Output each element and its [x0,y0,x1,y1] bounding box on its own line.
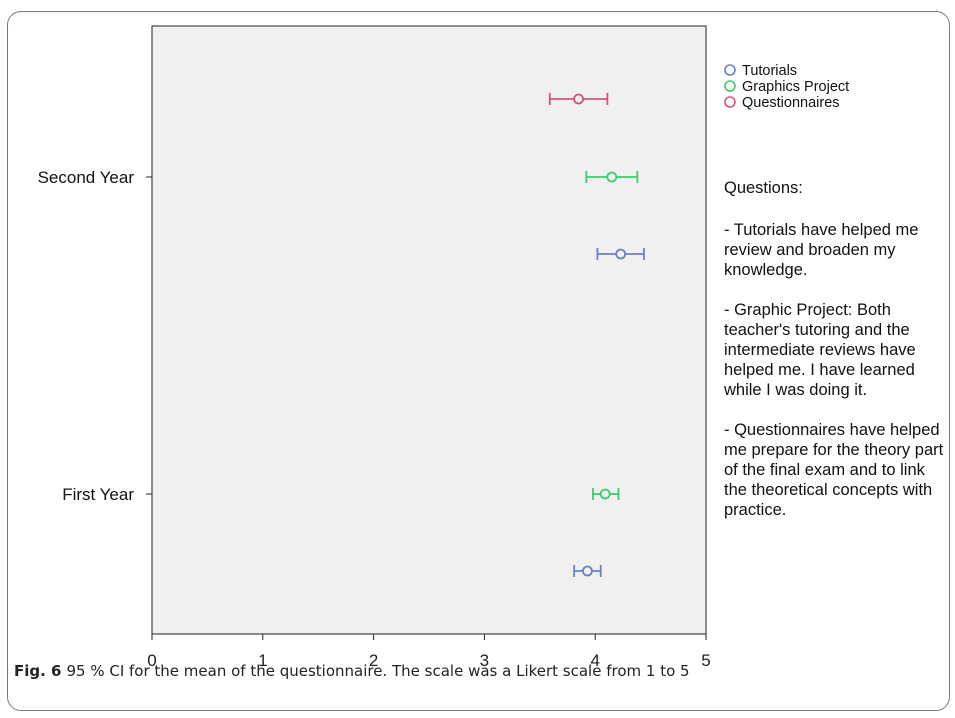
figure-label: Fig. 6 [14,662,62,680]
errorbar-graphics-project-first-year [592,488,620,500]
errorbar-questionnaires-second-year-mean-point [573,93,584,105]
legend-item-questionnaires: Questionnaires [724,95,840,111]
legend-label-graphics-project: Graphics Project [742,79,849,95]
legend-marker-graphics-project [724,80,736,92]
errorbar-tutorials-first-year-mean-point [582,565,593,577]
legend-item-graphics-project: Graphics Project [724,79,849,95]
figure-caption: Fig. 6 95 % CI for the mean of the questi… [14,662,690,680]
errorbar-tutorials-second-year [596,248,645,260]
x-tick-label-4: 4 [590,651,599,670]
legend-marker-tutorials [724,64,736,76]
figure-frame [7,11,950,711]
questions-title: Questions: [724,179,803,197]
x-tick-label-3: 3 [480,651,489,670]
errorbar-questionnaires-second-year [548,93,609,105]
x-tick-label-2: 2 [369,651,378,670]
x-tick-label-5: 5 [701,651,710,670]
x-axis: 0 1 2 3 4 5 [147,634,711,670]
questions-panel: Questions: - Tutorials have helped me re… [724,178,952,540]
x-tick-label-0: 0 [147,651,156,670]
legend-label-questionnaires: Questionnaires [742,95,840,111]
errorbar-tutorials-first-year [573,565,602,577]
error-bars [548,93,645,577]
errorbar-graphics-project-first-year-mean-point [599,488,611,500]
caption-text: 95 % CI for the mean of the questionnair… [66,662,690,680]
y-axis: Second Year First Year [38,168,152,504]
y-tick-label-second-year: Second Year [38,168,135,187]
plot-area [151,25,707,635]
question-questionnaires: - Questionnaires have helped me prepare … [724,421,944,519]
question-graphic-project: - Graphic Project: Both teacher's tutori… [724,301,916,399]
legend-marker-questionnaires [724,96,736,108]
x-tick-label-1: 1 [258,651,267,670]
errorbar-graphics-project-second-year-mean-point [606,171,618,183]
errorbar-graphics-project-second-year [585,171,639,183]
question-tutorials: - Tutorials have helped me review and br… [724,221,919,279]
legend-item-tutorials: Tutorials [724,63,797,79]
errorbar-tutorials-second-year-mean-point [615,248,627,260]
legend-label-tutorials: Tutorials [742,63,797,79]
y-tick-label-first-year: First Year [62,485,134,504]
